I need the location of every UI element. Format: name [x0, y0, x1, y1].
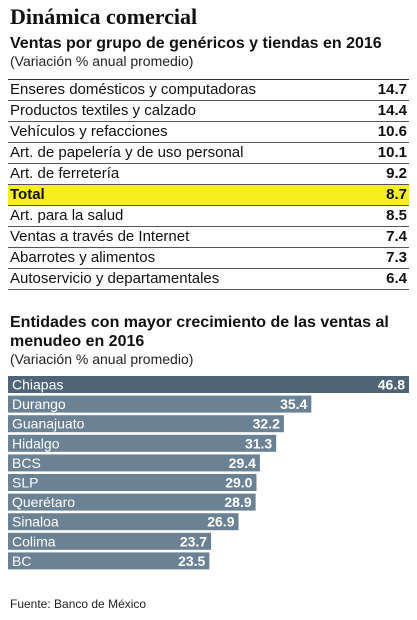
table-row: Art. para la salud 8.5: [8, 206, 409, 227]
row-value: 14.7: [377, 81, 407, 98]
table-row: Productos textiles y calzado 14.4: [8, 101, 409, 122]
value-label: 32.2: [253, 416, 280, 432]
source-note: Fuente: Banco de México: [10, 597, 147, 611]
section1-title: Ventas por grupo de genéricos y tiendas …: [10, 35, 382, 52]
value-label: 29.4: [229, 455, 256, 471]
bar-durango: [8, 395, 312, 413]
bar-chiapas: [8, 376, 409, 393]
bar-sinaloa: [8, 513, 239, 531]
category-label: Querétaro: [12, 494, 75, 510]
table-row: Enseres domésticos y computadoras 14.7: [8, 80, 409, 101]
category-label: Durango: [12, 396, 66, 412]
row-value: 8.7: [386, 186, 407, 203]
row-label: Abarrotes y alimentos: [10, 249, 156, 266]
category-label: Guanajuato: [12, 416, 85, 432]
value-label: 31.3: [245, 435, 272, 451]
bar-guanajuato: [8, 415, 284, 433]
row-label: Autoservicio y departamentales: [10, 270, 220, 287]
row-label: Art. de ferretería: [10, 165, 120, 182]
row-label: Vehículos y refacciones: [10, 123, 168, 140]
row-value: 8.5: [386, 207, 407, 224]
table-row: Autoservicio y departamentales 6.4: [8, 269, 409, 290]
table-row: Vehículos y refacciones 10.6: [8, 122, 409, 143]
value-label: 28.9: [224, 494, 251, 510]
category-label: Sinaloa: [12, 514, 59, 530]
row-value: 9.2: [386, 165, 407, 182]
value-label: 23.7: [180, 533, 207, 549]
bar-colima: [8, 532, 212, 550]
value-label: 23.5: [178, 553, 205, 569]
section2-title: Entidades con mayor crecimiento de las v…: [10, 314, 389, 350]
bar-quer-taro: [8, 493, 256, 511]
bar-bcs: [8, 454, 260, 472]
row-label: Ventas a través de Internet: [10, 228, 190, 245]
value-label: 29.0: [225, 475, 252, 491]
table-row: Art. de ferretería 9.2: [8, 164, 409, 185]
value-label: 26.9: [207, 514, 234, 530]
category-label: Colima: [12, 533, 56, 549]
bar-hidalgo: [8, 434, 277, 452]
category-label: BC: [12, 553, 31, 569]
value-label: 46.8: [378, 377, 405, 393]
main-title: Dinámica comercial: [10, 4, 198, 29]
row-label: Productos textiles y calzado: [10, 102, 196, 119]
category-label: Chiapas: [12, 377, 63, 393]
section1-note: (Variación % anual promedio): [10, 53, 194, 69]
category-label: Hidalgo: [12, 435, 60, 451]
row-label: Enseres domésticos y computadoras: [10, 81, 256, 98]
category-label: SLP: [12, 475, 38, 491]
row-value: 10.6: [377, 123, 407, 140]
category-table: Enseres domésticos y computadoras 14.7 Pro…: [8, 79, 409, 290]
row-value: 7.4: [386, 228, 407, 245]
row-value: 10.1: [377, 144, 407, 161]
table-row: Art. de papelería y de uso personal 10.1: [8, 143, 409, 164]
row-label: Art. para la salud: [10, 207, 124, 224]
row-value: 6.4: [386, 270, 407, 287]
row-value: 14.4: [377, 102, 407, 119]
bar-bc: [8, 552, 210, 570]
row-label: Total: [10, 186, 45, 203]
row-value: 7.3: [386, 249, 407, 266]
bar-slp: [8, 474, 257, 491]
table-row: Ventas a través de Internet 7.4: [8, 227, 409, 248]
row-label: Art. de papelería y de uso personal: [10, 144, 244, 161]
table-row: Abarrotes y alimentos 7.3: [8, 248, 409, 269]
category-label: BCS: [12, 455, 41, 471]
table-row-total: Total 8.7: [8, 185, 409, 206]
value-label: 35.4: [280, 396, 307, 412]
section2-note: (Variación % anual promedio): [10, 351, 194, 367]
